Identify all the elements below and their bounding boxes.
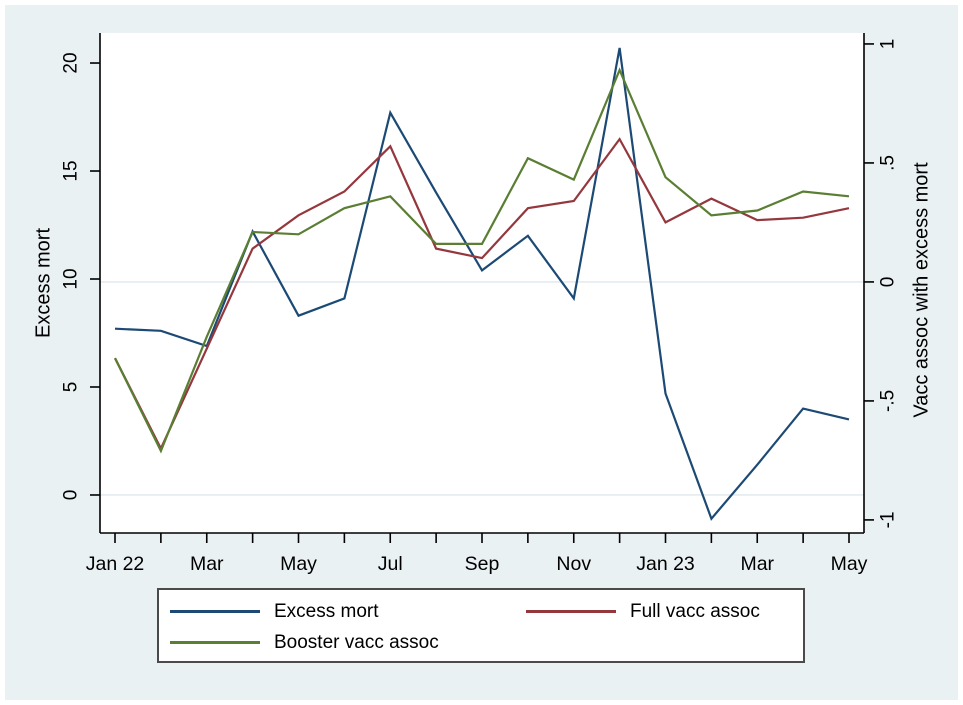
y-left-tick-label: 15 [61,160,82,181]
y-left-tick-label: 10 [61,268,82,289]
y-left-tick-label: 5 [61,382,82,393]
x-tick-label: Mar [740,553,774,575]
legend-item-full-vacc-assoc: Full vacc assoc [526,596,803,627]
series-line-booster-vacc-assoc [114,67,850,454]
right-axis-title: Vacc assoc with excess mort [910,162,933,418]
y-left-tick-label: 0 [61,490,82,501]
booster-vacc-assoc-line-sample [170,641,260,644]
series-line-full-vacc-assoc [114,137,850,452]
x-tick-label: Nov [556,553,591,575]
full-vacc-assoc-line-sample [526,610,616,613]
x-tick-label: Jan 22 [86,553,145,575]
legend-label-full-vacc-assoc: Full vacc assoc [630,601,760,622]
left-axis-title: Excess mort [32,227,55,339]
gridlines [100,281,864,496]
y-right-tick-label: .5 [878,155,899,171]
plot-area [100,33,864,533]
legend-item-excess-mort: Excess mort [170,596,526,627]
x-tick-label: Jul [378,553,403,575]
legend: Excess mort Full vacc assoc Booster vacc… [157,588,805,663]
y-right-tick-label: -.5 [878,390,899,412]
legend-label-booster-vacc-assoc: Booster vacc assoc [274,632,439,653]
x-tick-label: May [280,553,317,575]
y-right-tick-label: -1 [878,511,899,528]
tick-labels: 0 5 10 15 20 -1 -.5 0 .5 1 Jan 22 Mar May Jul Sep Nov Ja… [61,39,899,575]
series-lines [114,47,850,521]
legend-label-excess-mort: Excess mort [274,601,379,622]
excess-mort-line-sample [170,610,260,613]
y-right-tick-label: 1 [878,39,899,50]
legend-item-booster-vacc-assoc: Booster vacc assoc [170,627,526,658]
x-tick-label: May [831,553,868,575]
y-left-tick-label: 20 [61,52,82,73]
x-tick-label: Jan 23 [636,553,695,575]
x-tick-label: Mar [190,553,224,575]
axis-ticks [90,43,874,543]
x-tick-label: Sep [465,553,500,575]
y-right-tick-label: 0 [878,277,899,288]
series-line-excess-mort [114,47,850,521]
